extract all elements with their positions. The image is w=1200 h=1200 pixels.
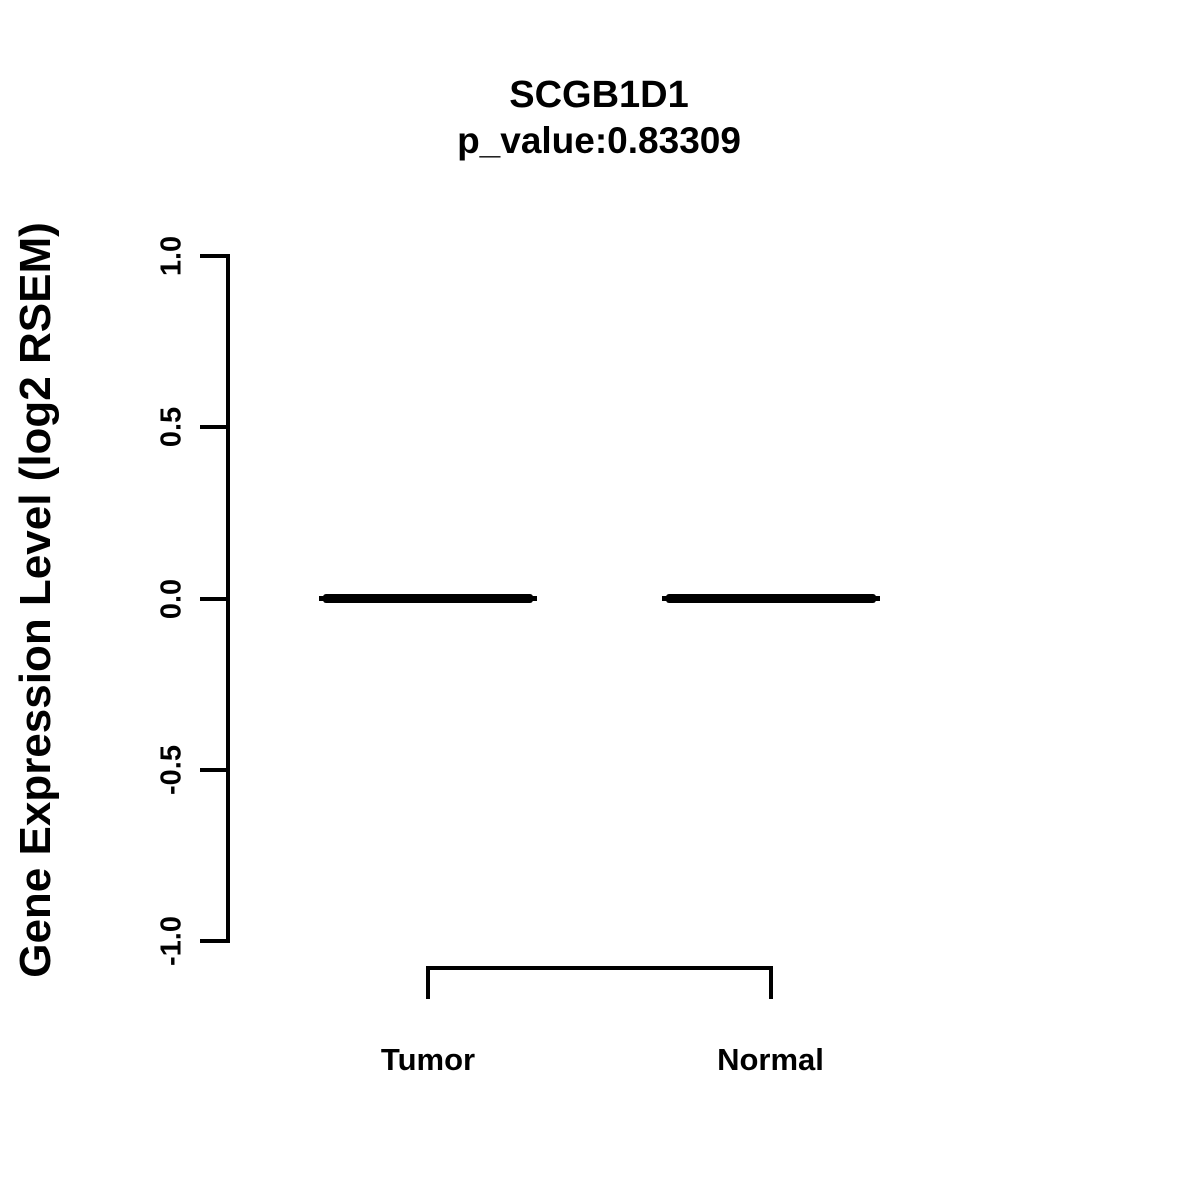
- boxplot-median-bar: [665, 594, 876, 603]
- whisker-cap-left: [661, 596, 668, 601]
- category-label-normal: Normal: [717, 1042, 824, 1077]
- y-tick-line: [200, 939, 230, 943]
- whisker-cap-right: [873, 596, 880, 601]
- y-tick-label: -0.5: [155, 744, 188, 795]
- chart-subtitle-pvalue: p_value:0.83309: [457, 120, 741, 161]
- y-tick-line: [200, 425, 230, 430]
- comparison-bracket: [426, 966, 773, 999]
- whisker-cap-right: [531, 596, 537, 601]
- chart-title-block: SCGB1D1 p_value:0.83309: [0, 72, 1198, 164]
- whisker-cap-left: [319, 596, 325, 601]
- y-tick-line: [200, 254, 230, 258]
- chart-title: SCGB1D1: [509, 74, 689, 116]
- y-tick-label: 1.0: [155, 235, 188, 277]
- y-tick-label: 0.5: [155, 407, 188, 448]
- y-tick-label: -1.0: [155, 916, 188, 966]
- y-tick-line: [200, 767, 230, 772]
- category-label-tumor: Tumor: [380, 1042, 476, 1077]
- y-tick-line: [200, 596, 230, 601]
- y-tick-label: 0.0: [155, 578, 188, 619]
- y-axis-label: Gene Expression Level (log2 RSEM): [11, 222, 60, 978]
- boxplot-median-bar: [323, 594, 533, 603]
